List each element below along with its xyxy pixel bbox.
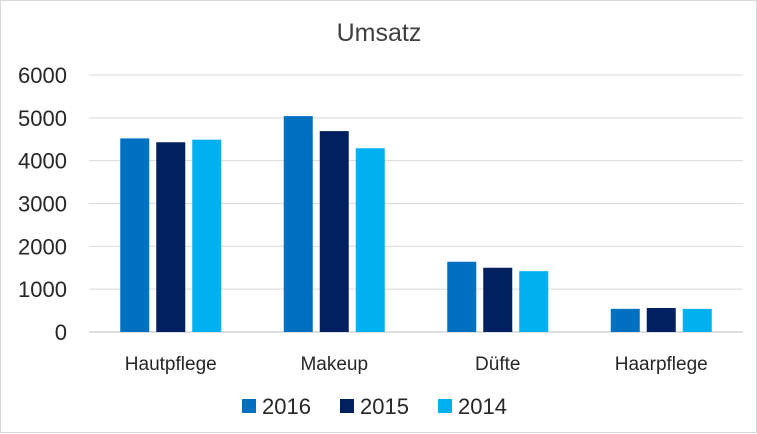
bar-2014-3 xyxy=(519,271,549,332)
gridlines xyxy=(89,74,743,333)
legend-swatch-2016 xyxy=(242,399,256,413)
bar-2014-4 xyxy=(682,308,712,332)
legend-label-2014: 2014 xyxy=(458,394,507,419)
bar-2016-2 xyxy=(283,116,313,333)
legend-swatch-2015 xyxy=(340,399,354,413)
y-tick-label: 0 xyxy=(55,320,67,345)
y-tick-label: 2000 xyxy=(18,234,67,259)
bars xyxy=(120,116,712,333)
y-tick-label: 6000 xyxy=(18,63,67,88)
x-category-label: Hautpflege xyxy=(125,354,217,375)
chart-title: Umsatz xyxy=(337,19,422,47)
y-tick-label: 1000 xyxy=(18,277,67,302)
bar-2016-1 xyxy=(120,138,150,332)
bar-2015-3 xyxy=(483,267,513,332)
y-tick-label: 5000 xyxy=(18,106,67,131)
bar-2015-2 xyxy=(319,131,349,332)
y-tick-label: 3000 xyxy=(18,192,67,217)
x-category-label: Makeup xyxy=(300,354,368,375)
bar-2015-1 xyxy=(156,142,186,332)
legend-label-2016: 2016 xyxy=(262,394,311,419)
bar-2016-4 xyxy=(610,308,640,332)
x-category-label: Haarpflege xyxy=(615,354,708,375)
bar-2015-4 xyxy=(646,308,676,332)
bar-2016-3 xyxy=(447,261,477,332)
bar-2014-2 xyxy=(355,148,385,332)
legend-swatch-2014 xyxy=(438,399,452,413)
legend: 2016 2015 2014 xyxy=(242,394,507,419)
x-category-label: Düfte xyxy=(475,354,520,375)
bar-2014-1 xyxy=(192,139,222,332)
x-axis-categories: Hautpflege Makeup Düfte Haarpflege xyxy=(125,354,708,375)
y-tick-label: 4000 xyxy=(18,149,67,174)
legend-label-2015: 2015 xyxy=(360,394,409,419)
y-axis-ticks: 0 1000 2000 3000 4000 5000 6000 xyxy=(18,63,67,345)
